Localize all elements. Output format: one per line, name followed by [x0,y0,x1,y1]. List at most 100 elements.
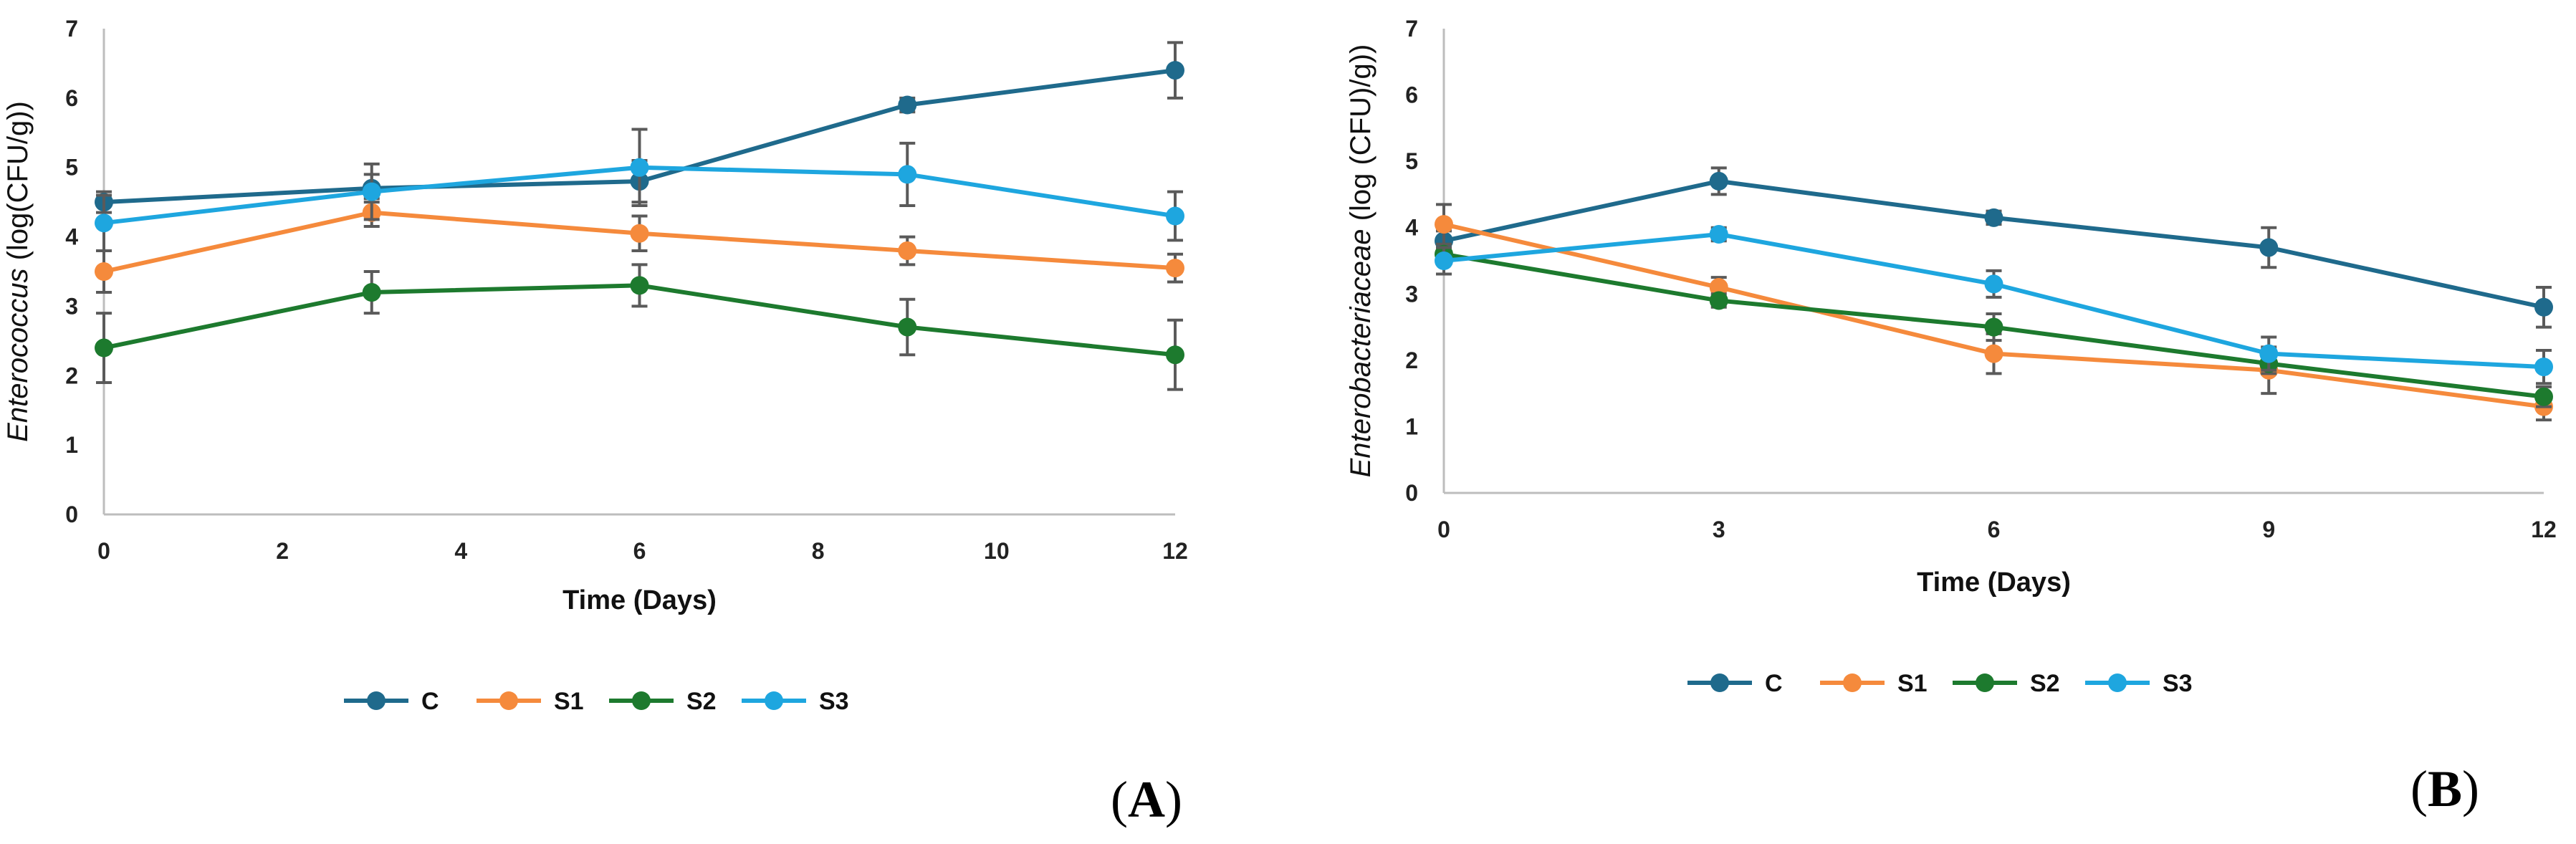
data-point [1984,274,2003,294]
y-tick-label: 6 [1405,82,1418,108]
x-tick-label: 0 [1437,517,1450,542]
y-tick-label: 5 [1405,148,1418,174]
data-point [898,95,917,115]
data-point [2534,387,2553,406]
data-point [95,338,113,358]
legend-label: S1 [1897,670,1928,697]
legend-label: S2 [686,688,717,715]
series-c [1435,166,2553,329]
data-point [362,182,381,201]
y-axis-title-unit: (log (CFU)/g)) [1345,44,1376,229]
data-point [630,158,649,177]
panel-label: (A) [1111,771,1182,828]
data-point [898,241,917,260]
panel-label-letter: B [2428,760,2462,817]
legend-marker [2108,673,2127,692]
legend-marker [632,691,651,710]
legend: C S1 S2 S3 [1687,670,2193,697]
panel-label-close-paren: ) [1165,771,1182,828]
legend-item-s1: S1 [477,688,584,715]
legend-marker [1976,673,1994,692]
data-point [2534,297,2553,317]
x-tick-label: 4 [454,538,467,564]
legend-label: C [421,688,439,715]
data-point [2534,358,2553,377]
data-point [1435,215,1453,234]
y-tick-label: 0 [1405,480,1418,506]
data-point [1166,259,1184,278]
data-point [1709,224,1728,244]
y-axis-title-unit: (log(CFU/g)) [2,101,34,268]
legend-marker [367,691,386,710]
x-tick-label: 9 [2262,517,2275,542]
data-point [1709,291,1728,310]
data-point [1709,278,1728,297]
panel-label-open-paren: ( [1111,771,1128,828]
legend-label: C [1765,670,1783,697]
legend-item-c: C [344,688,439,715]
x-tick-label: 0 [97,538,110,564]
y-tick-label: 3 [1405,281,1418,307]
y-tick-label: 5 [65,155,78,181]
y-axis-title-organism: Enterobacteriaceae [1345,229,1376,477]
x-tick-label: 3 [1713,517,1725,542]
legend-item-s2: S2 [609,688,717,715]
legend-item-s1: S1 [1820,670,1928,697]
y-axis-title-organism: Enterococcus [2,269,34,442]
x-axis-title: Time (Days) [562,585,717,615]
series-s1 [95,197,1184,294]
legend-item-s3: S3 [742,688,849,715]
data-point [1166,206,1184,226]
panel-label-close-paren: ) [2462,760,2479,817]
data-point [898,317,917,337]
data-point [1984,317,2003,337]
data-point [1709,171,1728,191]
data-point [630,224,649,243]
x-tick-label: 2 [276,538,289,564]
x-tick-label: 8 [812,538,825,564]
x-tick-label: 6 [633,538,646,564]
legend-item-s2: S2 [1953,670,2060,697]
data-point [1984,344,2003,363]
legend-label: S2 [2030,670,2060,697]
x-tick-label: 12 [1162,538,1188,564]
legend: C S1 S2 S3 [344,688,849,715]
legend-marker [1710,673,1729,692]
y-tick-label: 1 [1405,413,1418,439]
y-tick-label: 6 [65,85,78,111]
x-tick-label: 10 [984,538,1010,564]
series-s2 [95,263,1184,391]
data-point [95,214,113,233]
x-axis-title: Time (Days) [1917,567,2071,598]
data-point [362,283,381,302]
data-point [630,276,649,295]
series-s2 [1435,242,2553,408]
series-s3 [95,128,1184,252]
y-tick-label: 4 [1405,215,1418,241]
data-point [2259,238,2279,257]
legend-marker [1843,673,1862,692]
legend-label: S3 [2163,670,2193,697]
y-tick-label: 7 [1405,16,1418,42]
x-tick-label: 6 [1988,517,2001,542]
y-tick-label: 3 [65,293,78,319]
data-point [1166,61,1184,80]
legend-label: S1 [554,688,584,715]
data-point [1166,345,1184,365]
y-tick-label: 2 [65,363,78,388]
data-point [1984,208,2003,227]
data-point [1435,251,1453,270]
legend-marker [499,691,518,710]
panel-label-open-paren: ( [2410,760,2428,817]
data-point [2259,344,2279,363]
y-tick-label: 2 [1405,347,1418,373]
x-tick-label: 12 [2531,517,2557,542]
legend-item-s3: S3 [2085,670,2193,697]
legend-label: S3 [819,688,849,715]
y-tick-label: 7 [65,16,78,42]
y-axis-title: Enterobacteriaceae (log (CFU)/g)) [1345,44,1376,478]
panel-label: (B) [2410,760,2479,817]
